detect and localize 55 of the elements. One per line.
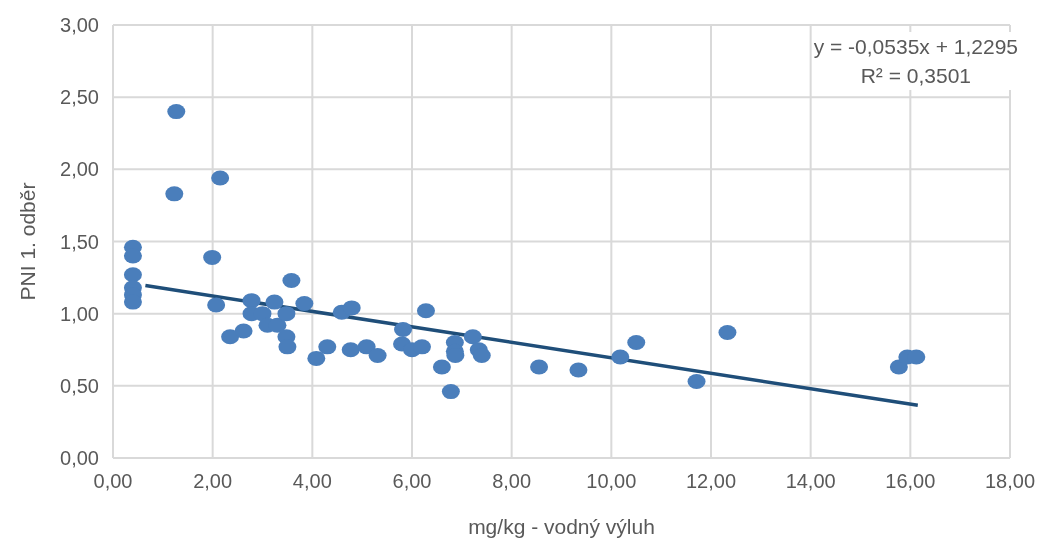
x-tick-label: 18,00 (984, 470, 1036, 493)
point (234, 323, 253, 339)
x-tick-label: 12,00 (685, 470, 737, 493)
point (432, 359, 451, 375)
point (307, 350, 326, 366)
x-axis-title: mg/kg - vodný výluh (468, 515, 655, 538)
x-tick-label: 14,00 (785, 470, 836, 493)
point (627, 335, 646, 351)
point (342, 300, 361, 316)
point (687, 374, 706, 389)
point (295, 296, 314, 312)
x-tick-label: 4,00 (292, 470, 332, 493)
y-tick-label: 3,00 (60, 14, 99, 37)
point (278, 339, 297, 355)
point (357, 339, 376, 355)
annotation: y = -0,0535x + 1,2295 (813, 34, 1018, 60)
y-tick-label: 2,00 (60, 158, 99, 181)
point (167, 104, 186, 120)
point (221, 329, 240, 345)
point (394, 322, 413, 338)
point (341, 342, 360, 358)
point (441, 384, 460, 400)
point (242, 293, 261, 309)
point (368, 348, 387, 364)
point (265, 294, 284, 310)
y-tick-label: 1,00 (60, 302, 99, 325)
point (318, 339, 337, 355)
point (282, 272, 301, 288)
y-tick-label: 0,00 (60, 447, 99, 470)
y-axis-title: PNI 1. odběr (16, 182, 40, 301)
point (416, 303, 435, 319)
x-tick-label: 10,00 (586, 470, 637, 493)
point (569, 362, 588, 378)
point (211, 170, 230, 186)
x-tick-label: 0,00 (93, 470, 133, 493)
point (412, 339, 431, 355)
point (530, 359, 549, 375)
x-tick-label: 6,00 (392, 470, 432, 493)
point (123, 267, 142, 283)
point (203, 249, 222, 265)
y-tick-label: 0,50 (60, 374, 99, 397)
y-tick-label: 1,50 (60, 230, 99, 253)
x-tick-label: 16,00 (885, 470, 936, 493)
point (463, 329, 482, 345)
point (611, 349, 630, 365)
point (889, 359, 908, 375)
point (472, 348, 491, 364)
x-tick-label: 2,00 (193, 470, 233, 493)
x-tick-label: 8,00 (492, 470, 532, 493)
point (207, 297, 226, 313)
point (277, 306, 296, 322)
y-tick-label: 2,50 (60, 86, 99, 109)
point (165, 186, 184, 202)
point (718, 324, 737, 340)
annotation: R² = 0,3501 (859, 63, 972, 89)
